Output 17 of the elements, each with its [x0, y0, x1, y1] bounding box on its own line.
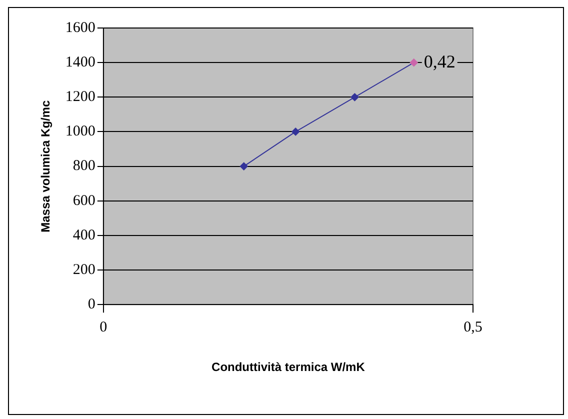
x-axis-title: Conduttività termica W/mK — [212, 360, 366, 374]
annotation: 0,42 — [424, 51, 456, 72]
y-tick-label: 1000 — [65, 124, 96, 140]
y-tick-label: 0 — [88, 296, 96, 313]
y-axis-title: Massa volumica Kg/mc — [38, 100, 53, 232]
y-tick-label: 1400 — [65, 54, 96, 71]
point — [240, 162, 248, 170]
point — [350, 93, 359, 102]
y-tick-label: 1200 — [65, 89, 96, 106]
point — [410, 58, 418, 67]
x-tick-label: 0,5 — [464, 320, 482, 336]
y-tick-label: 600 — [72, 192, 96, 209]
y-tick-label: 400 — [72, 227, 96, 244]
point — [292, 128, 300, 136]
y-tick-label: 200 — [72, 262, 96, 278]
y-tick-label: 800 — [72, 158, 96, 174]
y-tick-label: 1600 — [65, 20, 96, 36]
